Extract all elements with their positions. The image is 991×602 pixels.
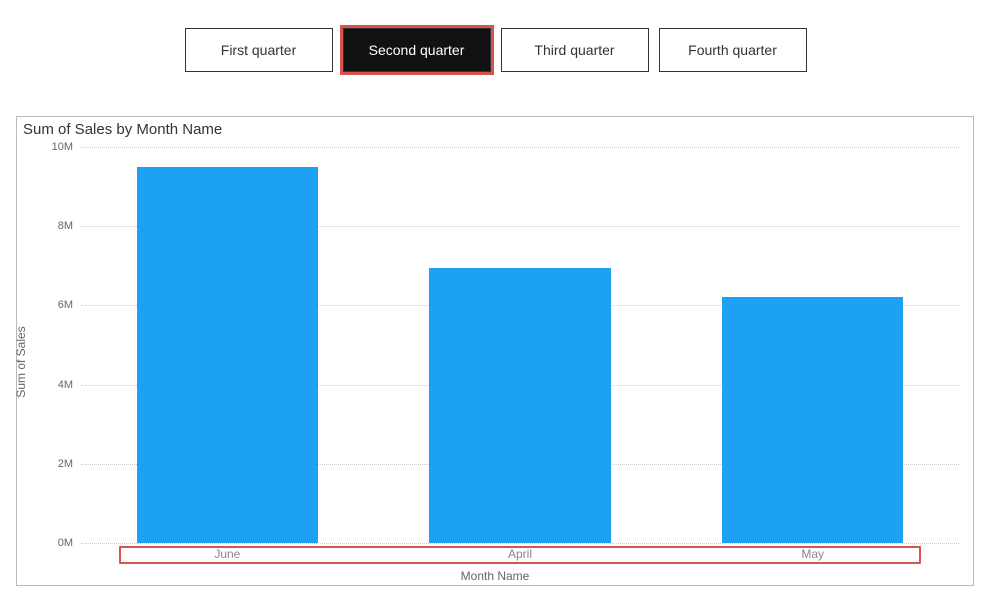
x-axis-highlight-box xyxy=(119,546,921,564)
y-tick-label: 10M xyxy=(43,141,73,153)
quarter-slicer: First quarter Second quarter Third quart… xyxy=(0,0,991,92)
slicer-button-q1[interactable]: First quarter xyxy=(185,28,333,72)
chart-plot-wrap: Sum of Sales Month Name 0M2M4M6M8M10MJun… xyxy=(17,139,973,585)
chart-title: Sum of Sales by Month Name xyxy=(17,117,973,138)
y-tick-label: 0M xyxy=(43,537,73,549)
bar[interactable] xyxy=(429,268,610,543)
slicer-button-q3[interactable]: Third quarter xyxy=(501,28,649,72)
slicer-button-q4[interactable]: Fourth quarter xyxy=(659,28,807,72)
bar[interactable] xyxy=(722,297,903,543)
y-axis-label: Sum of Sales xyxy=(14,326,28,397)
slicer-button-q2[interactable]: Second quarter xyxy=(343,28,491,72)
sales-bar-chart: Sum of Sales by Month Name Sum of Sales … xyxy=(16,116,974,586)
y-tick-label: 4M xyxy=(43,379,73,391)
y-tick-label: 2M xyxy=(43,458,73,470)
plot-area: 0M2M4M6M8M10MJuneAprilMay xyxy=(81,147,959,543)
bar[interactable] xyxy=(137,167,318,543)
gridline xyxy=(81,543,959,544)
y-tick-label: 8M xyxy=(43,220,73,232)
x-axis-label: Month Name xyxy=(461,569,530,583)
y-tick-label: 6M xyxy=(43,299,73,311)
gridline xyxy=(81,147,959,148)
